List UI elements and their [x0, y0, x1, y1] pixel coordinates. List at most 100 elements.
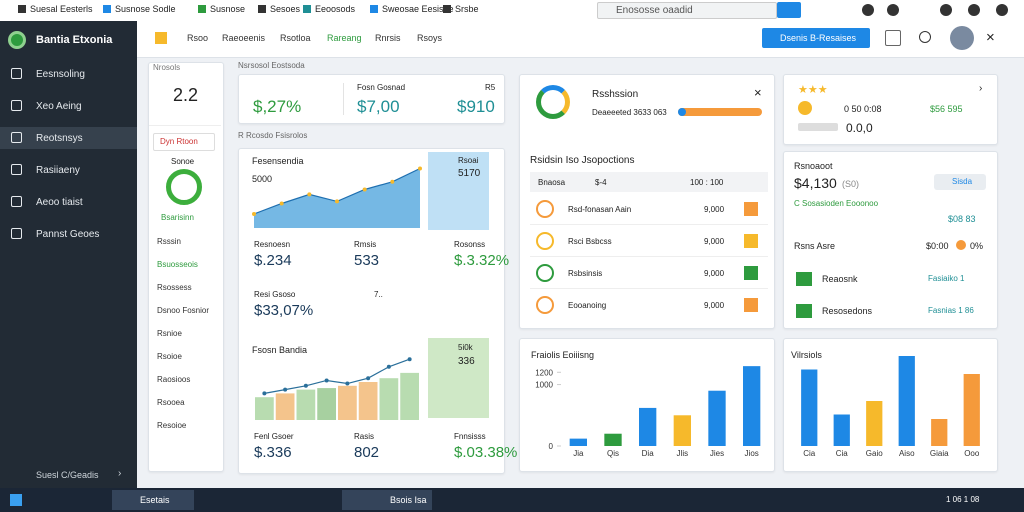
nav-icon: [11, 196, 22, 207]
list-item[interactable]: Resoioe: [157, 421, 187, 430]
nav-link[interactable]: Rsoo: [187, 33, 209, 43]
bar: [673, 415, 691, 446]
row-name: Rsd-fonasan Aain: [568, 205, 632, 214]
rating-value: $56 595: [930, 104, 963, 114]
progress-knob: [678, 108, 686, 116]
tab-icon: [198, 5, 206, 13]
y-tick-label: 1000: [535, 381, 553, 390]
nav-item[interactable]: Eesnsoling: [0, 63, 137, 85]
kpi-label: Fosn Gosnad: [357, 83, 406, 92]
x-tick-label: Jies: [710, 449, 724, 458]
toolbar-icon[interactable]: [996, 4, 1008, 16]
nav-item[interactable]: Reotsnsys: [0, 127, 137, 149]
toolbar-icon[interactable]: [862, 4, 874, 16]
list-item[interactable]: Rsooea: [157, 398, 185, 407]
point: [307, 192, 312, 197]
list-item[interactable]: Rsoioe: [157, 352, 182, 361]
button[interactable]: Sisda: [934, 174, 986, 190]
highlight-box: [428, 152, 489, 230]
toolbar-icon[interactable]: [940, 4, 952, 16]
list-item[interactable]: Dsnoo Fosnior: [157, 306, 210, 315]
bar: [743, 366, 761, 446]
bar-card: [519, 338, 775, 472]
start[interactable]: [10, 494, 22, 506]
stat-value: 802: [354, 444, 380, 461]
row-avatar: [536, 200, 554, 218]
stat-label: Resi Gsoso: [254, 290, 296, 299]
task[interactable]: Esetais: [112, 490, 194, 510]
nav-link[interactable]: Rsoys: [417, 33, 443, 43]
point: [366, 376, 371, 381]
point: [324, 378, 329, 383]
row-name: Eooanoing: [568, 301, 607, 310]
nav-item[interactable]: Rasiiaeny: [0, 159, 137, 181]
nav-item[interactable]: Aeoo tiaist: [0, 191, 137, 213]
close[interactable]: ×: [986, 29, 995, 46]
panel-icon[interactable]: [885, 30, 901, 46]
stat-label: Rmsis: [354, 240, 377, 249]
search-button[interactable]: [777, 2, 801, 18]
nav-link[interactable]: Raeoeenis: [222, 33, 266, 43]
status-icon[interactable]: [919, 31, 931, 43]
row-divider: [530, 256, 768, 257]
x-tick-label: Gaio: [866, 449, 883, 458]
row-divider: [530, 224, 768, 225]
nav-icon: [11, 132, 22, 143]
primary-button[interactable]: Dsenis B-Resaises: [762, 28, 870, 48]
list-item[interactable]: Raosioos: [157, 375, 191, 384]
row-icon: [744, 234, 758, 248]
nav-item[interactable]: Xeo Aeing: [0, 95, 137, 117]
search-box[interactable]: Enososse oaadid: [597, 2, 777, 19]
x-tick-label: Giaia: [930, 449, 949, 458]
card-title: Rsnoaoot: [794, 161, 833, 171]
bar: [569, 438, 587, 446]
close[interactable]: ×: [754, 85, 762, 100]
x-tick-label: Jlis: [677, 449, 689, 458]
bar: [338, 385, 357, 420]
browser-tab[interactable]: Susnose: [210, 4, 246, 14]
stat-label: Rosonss: [454, 240, 486, 249]
nav-item[interactable]: Pannst Geoes: [0, 223, 137, 245]
toolbar-icon[interactable]: [968, 4, 980, 16]
tab-icon: [370, 5, 378, 13]
row-icon: [744, 202, 758, 216]
row-value: 9,000: [704, 301, 725, 310]
grid-icon[interactable]: [155, 32, 167, 44]
point: [418, 166, 422, 171]
list-item[interactable]: Bsuosseois: [157, 260, 198, 269]
kpi-label: R5: [485, 83, 496, 92]
section-label: Nsrsosol Eostsoda: [238, 61, 305, 70]
browser-tab[interactable]: Sesoes: [270, 4, 301, 14]
nav-link[interactable]: Rareang: [327, 33, 362, 43]
nav-label: Rasiiaeny: [36, 165, 80, 176]
search-text: Enososse oaadid: [616, 5, 693, 16]
chevron[interactable]: ›: [118, 468, 122, 479]
tab[interactable]: Dyn Rtoon: [153, 133, 215, 151]
browser-tab[interactable]: Susnose Sodle: [115, 4, 176, 14]
chart-title: Fesensendia: [252, 156, 304, 166]
chevron[interactable]: ›: [979, 83, 983, 94]
balance: $4,130: [794, 175, 837, 191]
list-item[interactable]: Rsossess: [157, 283, 192, 292]
avatar[interactable]: [950, 26, 974, 50]
header: Rsoo Raeoeenis Rsotloa Rareang Rnrsis Rsoys D…: [137, 21, 1024, 58]
list-item[interactable]: Rsnioe: [157, 329, 182, 338]
task[interactable]: Bsois Isa: [342, 490, 432, 510]
count: 2.2: [173, 85, 199, 105]
item-value: Fasiaiko 1: [928, 274, 965, 283]
row-avatar: [536, 264, 554, 282]
nav-link[interactable]: Rnrsis: [375, 33, 401, 43]
table-header: [530, 172, 768, 192]
nav-label: Xeo Aeing: [36, 101, 82, 112]
browser-tab[interactable]: Srsbe: [455, 4, 479, 14]
stat-value: $.3.32%: [454, 252, 510, 269]
browser-tab[interactable]: Suesal Eesterls: [30, 4, 93, 14]
list-item[interactable]: Rsssin: [157, 237, 182, 246]
bar: [400, 372, 419, 420]
toolbar-icon[interactable]: [887, 4, 899, 16]
nav-link[interactable]: Rsotloa: [280, 33, 311, 43]
stat-value: $.234: [254, 252, 292, 269]
browser-tab[interactable]: Eeoosods: [315, 4, 356, 14]
browser-tab[interactable]: Sweosae Eesisae: [382, 4, 454, 14]
bar: [379, 378, 399, 420]
